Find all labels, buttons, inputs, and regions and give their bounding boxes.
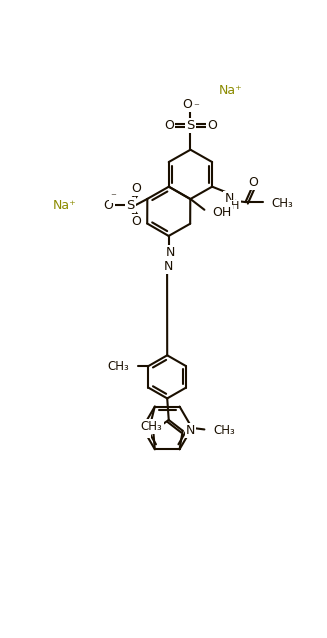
Text: S: S — [186, 119, 195, 131]
Text: N: N — [164, 260, 173, 273]
Text: N: N — [186, 424, 195, 437]
Text: H: H — [231, 201, 240, 211]
Text: O: O — [164, 119, 174, 131]
Text: O: O — [248, 175, 258, 189]
Text: CH₃: CH₃ — [107, 360, 129, 373]
Text: S: S — [126, 198, 134, 212]
Text: CH₃: CH₃ — [213, 424, 235, 438]
Text: CH₃: CH₃ — [272, 197, 294, 210]
Text: Na⁺: Na⁺ — [52, 198, 76, 212]
Text: O: O — [104, 198, 113, 212]
Text: ⁻: ⁻ — [194, 102, 199, 112]
Text: N: N — [225, 193, 234, 205]
Text: S: S — [142, 424, 149, 437]
Text: OH: OH — [212, 206, 232, 219]
Text: O: O — [131, 216, 141, 228]
Text: O: O — [182, 98, 192, 111]
Text: O: O — [207, 119, 217, 131]
Text: CH₃: CH₃ — [141, 420, 163, 433]
Text: N: N — [165, 246, 175, 260]
Text: ⁻: ⁻ — [110, 192, 116, 202]
Text: Na⁺: Na⁺ — [219, 84, 243, 97]
Text: O: O — [131, 182, 141, 195]
